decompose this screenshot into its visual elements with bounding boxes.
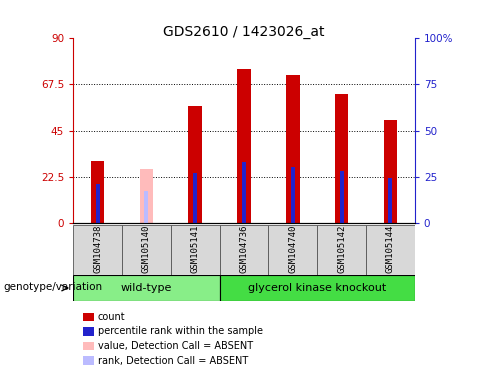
Text: glycerol kinase knockout: glycerol kinase knockout [248, 283, 386, 293]
Text: GSM104740: GSM104740 [288, 224, 297, 273]
Text: GSM105144: GSM105144 [386, 224, 395, 273]
Bar [122, 225, 171, 275]
Text: count: count [98, 312, 125, 322]
Bar [366, 225, 415, 275]
Text: value, Detection Call = ABSENT: value, Detection Call = ABSENT [98, 341, 253, 351]
Bar [193, 173, 197, 223]
Text: rank, Detection Call = ABSENT: rank, Detection Call = ABSENT [98, 356, 248, 366]
Bar [73, 225, 122, 275]
Text: wild-type: wild-type [121, 283, 172, 293]
Bar [140, 169, 153, 223]
Text: GSM104738: GSM104738 [93, 224, 102, 273]
Bar [237, 69, 251, 223]
Bar [91, 161, 104, 223]
Bar [220, 275, 415, 301]
Bar [171, 225, 220, 275]
Text: GDS2610 / 1423026_at: GDS2610 / 1423026_at [163, 25, 325, 39]
Bar [242, 162, 246, 223]
Bar [384, 120, 397, 223]
Bar [73, 275, 220, 301]
Bar [335, 94, 348, 223]
Text: genotype/variation: genotype/variation [4, 281, 103, 292]
Bar [340, 171, 344, 223]
Text: GSM105142: GSM105142 [337, 224, 346, 273]
Bar [268, 225, 317, 275]
Bar [388, 179, 392, 223]
Bar [286, 75, 300, 223]
Bar [291, 167, 295, 223]
Bar [144, 191, 148, 223]
Bar [188, 106, 202, 223]
Text: GSM105140: GSM105140 [142, 224, 151, 273]
Bar [220, 225, 268, 275]
Bar [96, 184, 100, 223]
Bar [317, 225, 366, 275]
Text: GSM105141: GSM105141 [191, 224, 200, 273]
Text: percentile rank within the sample: percentile rank within the sample [98, 326, 263, 336]
Text: GSM104736: GSM104736 [240, 224, 248, 273]
